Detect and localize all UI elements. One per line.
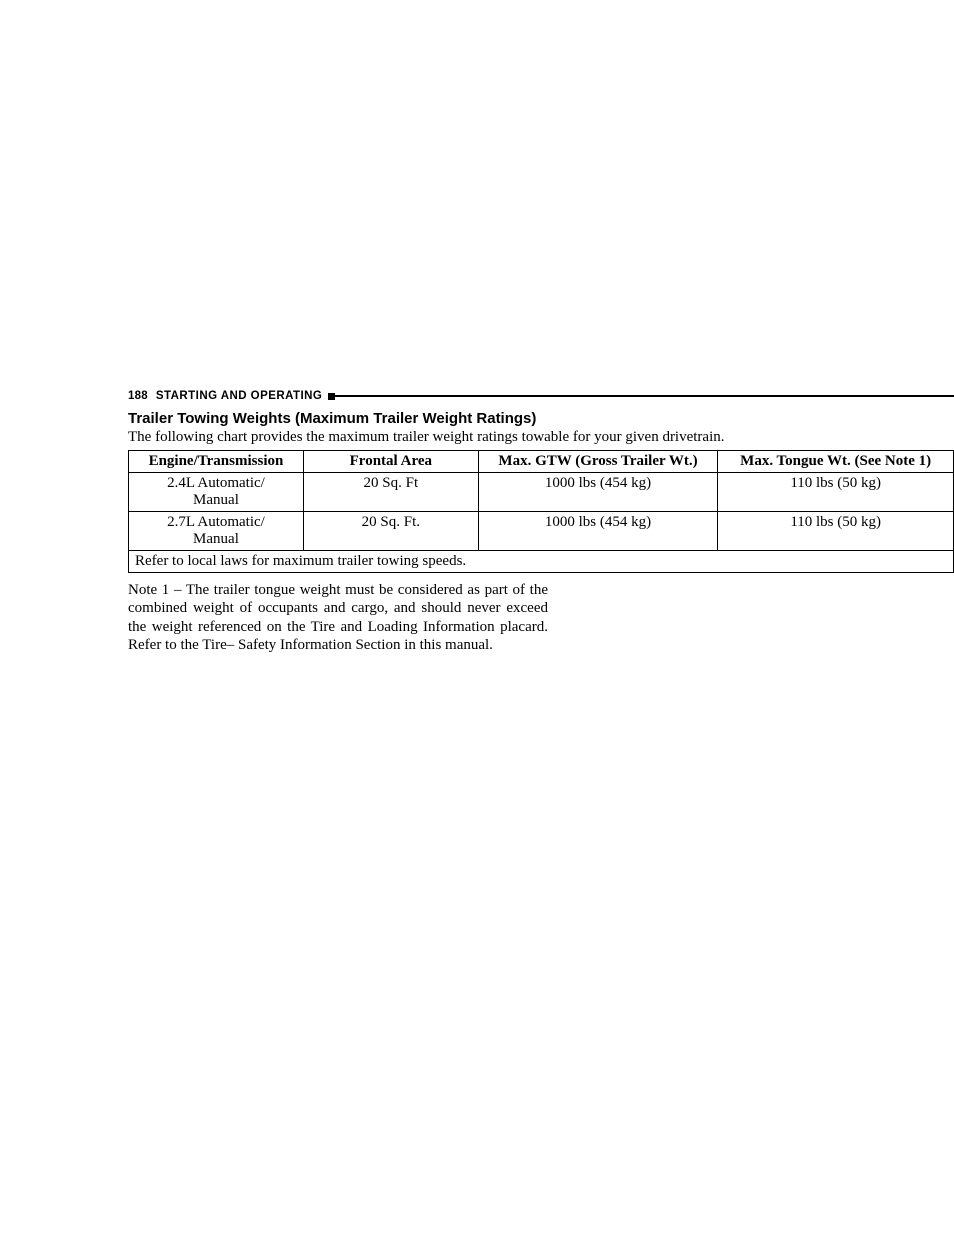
col-header-frontal: Frontal Area xyxy=(303,451,478,473)
col-header-engine: Engine/Transmission xyxy=(129,451,304,473)
cell-engine: 2.7L Automatic/ Manual xyxy=(129,512,304,551)
cell-text: 2.7L Automatic/ xyxy=(167,514,265,530)
cell-frontal: 20 Sq. Ft xyxy=(303,473,478,512)
cell-tongue: 110 lbs (50 kg) xyxy=(718,512,954,551)
page-number: 188 xyxy=(128,390,148,402)
running-head: 188 STARTING AND OPERATING xyxy=(128,390,954,402)
towing-weights-table: Engine/Transmission Frontal Area Max. GT… xyxy=(128,450,954,573)
table-row: 2.7L Automatic/ Manual 20 Sq. Ft. 1000 l… xyxy=(129,512,954,551)
section-subhead: Trailer Towing Weights (Maximum Trailer … xyxy=(128,410,954,427)
table-header-row: Engine/Transmission Frontal Area Max. GT… xyxy=(129,451,954,473)
page: 188 STARTING AND OPERATING Trailer Towin… xyxy=(0,0,954,1235)
cell-engine: 2.4L Automatic/ Manual xyxy=(129,473,304,512)
table-footer-cell: Refer to local laws for maximum trailer … xyxy=(129,551,954,573)
col-header-tongue: Max. Tongue Wt. (See Note 1) xyxy=(718,451,954,473)
table-row: 2.4L Automatic/ Manual 20 Sq. Ft 1000 lb… xyxy=(129,473,954,512)
cell-gtw: 1000 lbs (454 kg) xyxy=(478,512,718,551)
cell-text: 2.4L Automatic/ xyxy=(167,475,265,491)
lead-sentence: The following chart provides the maximum… xyxy=(128,429,954,446)
header-rule xyxy=(335,395,954,397)
cell-gtw: 1000 lbs (454 kg) xyxy=(478,473,718,512)
note-1-paragraph: Note 1 – The trailer tongue weight must … xyxy=(128,581,548,654)
cell-frontal: 20 Sq. Ft. xyxy=(303,512,478,551)
cell-tongue: 110 lbs (50 kg) xyxy=(718,473,954,512)
cell-text: Manual xyxy=(193,531,239,547)
section-name: STARTING AND OPERATING xyxy=(156,390,322,402)
header-tick-icon xyxy=(328,393,335,400)
col-header-gtw: Max. GTW (Gross Trailer Wt.) xyxy=(478,451,718,473)
cell-text: Manual xyxy=(193,492,239,508)
table-footer-row: Refer to local laws for maximum trailer … xyxy=(129,551,954,573)
